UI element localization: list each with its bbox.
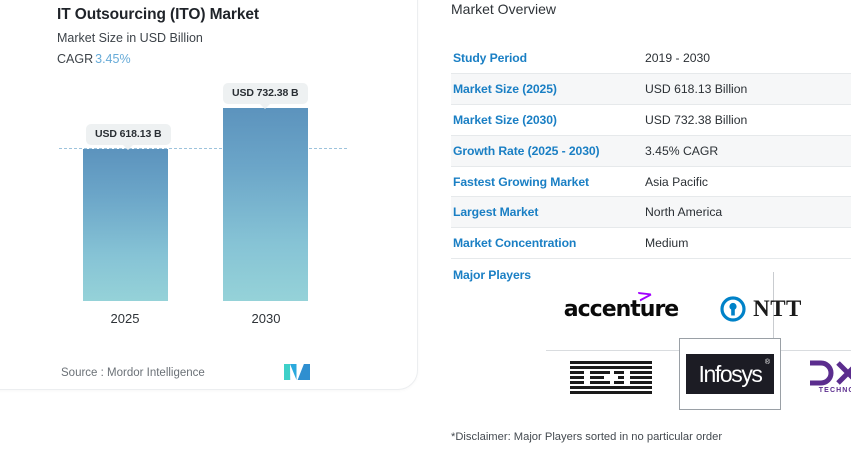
row-value: Medium <box>643 227 851 259</box>
reference-dashed-line <box>59 148 347 149</box>
registered-trademark-icon: ® <box>764 359 770 366</box>
player-logo-accenture[interactable]: accenture > <box>556 278 686 340</box>
table-row: Fastest Growing Market Asia Pacific <box>451 165 851 197</box>
major-players-label: Major Players <box>451 258 643 290</box>
ntt-wordmark: NTT <box>753 296 802 321</box>
row-value: North America <box>643 196 851 228</box>
row-value: USD 732.38 Billion <box>643 104 851 136</box>
player-logo-ibm[interactable] <box>551 348 671 406</box>
table-row: Largest Market North America <box>451 196 851 228</box>
logo-grid-vertical-divider <box>773 272 774 350</box>
cagr-value: 3.45% <box>95 52 131 66</box>
table-row: Growth Rate (2025 - 2030) 3.45% CAGR <box>451 134 851 167</box>
dxc-wordmark <box>810 360 851 386</box>
row-value: USD 618.13 Billion <box>643 73 851 105</box>
dxc-technology-subtext: TECHNOLOGY <box>818 387 851 394</box>
table-row: Market Concentration Medium <box>451 227 851 259</box>
overview-title: Market Overview <box>451 1 557 17</box>
player-logo-ntt[interactable]: NTT <box>696 278 826 340</box>
player-logo-infosys[interactable]: Infosys ® <box>679 338 781 410</box>
x-axis-label-2025: 2025 <box>110 311 140 326</box>
row-key: Fastest Growing Market <box>451 165 643 197</box>
source-text: Source : Mordor Intelligence <box>61 367 205 379</box>
mordor-intelligence-logo <box>284 363 310 386</box>
row-key: Growth Rate (2025 - 2030) <box>451 134 643 167</box>
accenture-arrow-icon: > <box>634 284 655 307</box>
row-key: Market Size (2030) <box>451 104 643 136</box>
table-row: Study Period 2019 - 2030 <box>451 43 851 74</box>
bar-label-2030: USD 732.38 B <box>223 83 308 109</box>
bar-2025[interactable] <box>83 149 168 301</box>
bar-2030[interactable] <box>223 108 308 301</box>
chart-subtitle: Market Size in USD Billion <box>57 31 203 45</box>
table-row: Market Size (2030) USD 732.38 Billion <box>451 104 851 136</box>
row-key: Study Period <box>453 51 527 66</box>
market-overview-panel: Market Overview Study Period 2019 - 2030… <box>451 0 851 456</box>
table-row: Market Size (2025) USD 618.13 Billion <box>451 73 851 105</box>
bar-label-2025: USD 618.13 B <box>86 124 171 150</box>
major-players-logo-grid: accenture > NTT <box>546 272 851 412</box>
ibm-wordmark <box>570 361 652 394</box>
row-key: Market Size (2025) <box>451 73 643 105</box>
chart-card: IT Outsourcing (ITO) Market Market Size … <box>0 0 418 390</box>
row-key: Largest Market <box>451 196 643 228</box>
chart-cagr: CAGR 3.45% <box>57 52 131 66</box>
accenture-wordmark: accenture <box>563 296 679 322</box>
infosys-wordmark: Infosys <box>698 360 762 387</box>
player-logo-dxc[interactable]: TECHNOLOGY <box>789 348 851 406</box>
row-value: 3.45% CAGR <box>643 134 851 167</box>
cagr-label: CAGR <box>57 52 94 66</box>
major-players-row: Major Players <box>451 258 851 290</box>
row-value: Asia Pacific <box>643 165 851 197</box>
row-key: Market Concentration <box>451 227 643 259</box>
row-value: 2019 - 2030 <box>645 51 711 66</box>
market-overview-table: Study Period 2019 - 2030 Market Size (20… <box>451 43 851 290</box>
chart-title: IT Outsourcing (ITO) Market <box>57 6 259 23</box>
x-axis-label-2030: 2030 <box>251 311 281 326</box>
disclaimer-text: *Disclaimer: Major Players sorted in no … <box>451 431 723 443</box>
ntt-circle-icon <box>720 296 746 322</box>
major-players-cell <box>643 258 851 290</box>
